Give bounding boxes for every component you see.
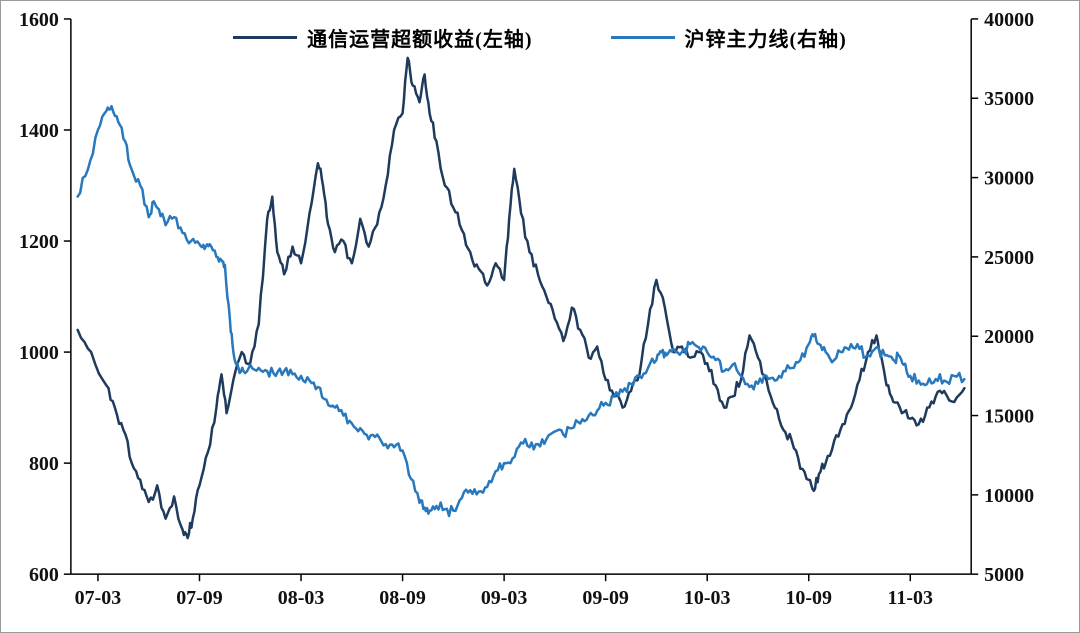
left-axis-tick-label: 1000 [19, 342, 59, 364]
series-line-right [76, 104, 966, 518]
x-axis-tick-label: 08-09 [379, 587, 426, 609]
right-axis-tick-label: 5000 [984, 564, 1024, 586]
series-line-left [76, 56, 966, 540]
x-axis-tick-label: 10-09 [785, 587, 832, 609]
x-axis-tick-label: 09-03 [481, 587, 528, 609]
x-axis-tick-label: 07-09 [176, 587, 223, 609]
left-axis-tick-label: 1600 [19, 9, 59, 31]
right-axis-tick-label: 35000 [984, 88, 1034, 110]
left-axis-tick-label: 800 [29, 453, 59, 475]
x-axis-tick-label: 11-03 [888, 587, 933, 609]
x-axis-tick-label: 10-03 [684, 587, 731, 609]
right-axis-tick-label: 20000 [984, 326, 1034, 348]
right-axis-tick-label: 15000 [984, 406, 1034, 428]
left-axis-tick-label: 1200 [19, 231, 59, 253]
left-axis-tick-label: 600 [29, 564, 59, 586]
left-axis-tick-label: 1400 [19, 120, 59, 142]
right-axis-tick-label: 40000 [984, 9, 1034, 31]
right-axis-tick-label: 30000 [984, 168, 1034, 190]
x-axis-tick-label: 08-03 [278, 587, 325, 609]
x-axis-tick-label: 07-03 [75, 587, 122, 609]
right-axis-tick-label: 10000 [984, 485, 1034, 507]
x-axis-tick-label: 09-09 [582, 587, 629, 609]
right-axis-tick-label: 25000 [984, 247, 1034, 269]
